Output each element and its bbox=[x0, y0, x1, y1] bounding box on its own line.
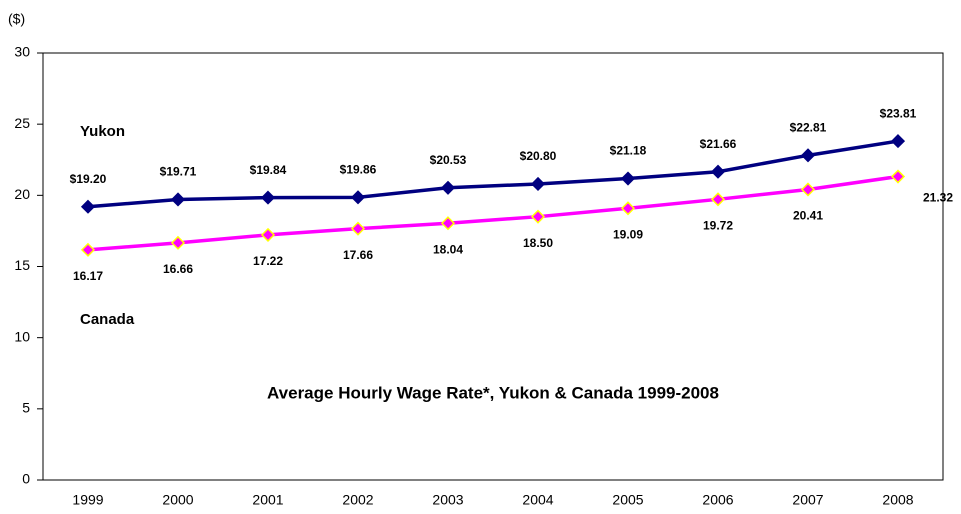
x-tick-label: 2001 bbox=[252, 492, 283, 508]
series-label: Yukon bbox=[80, 123, 125, 140]
data-label: 16.17 bbox=[73, 269, 103, 283]
point-marker bbox=[440, 216, 456, 231]
x-tick-label: 1999 bbox=[72, 492, 103, 508]
chart-title: Average Hourly Wage Rate*, Yukon & Canad… bbox=[267, 383, 719, 402]
point-marker bbox=[170, 192, 186, 207]
x-tick-label: 2006 bbox=[702, 492, 733, 508]
data-label: 18.50 bbox=[523, 236, 553, 250]
y-tick-label: 10 bbox=[14, 328, 30, 344]
data-label: 17.22 bbox=[253, 254, 283, 268]
y-tick-label: 20 bbox=[14, 186, 30, 202]
point-marker bbox=[800, 182, 816, 197]
point-marker bbox=[170, 235, 186, 250]
data-label: $23.81 bbox=[880, 106, 917, 120]
data-label: $19.71 bbox=[160, 165, 197, 179]
series-line bbox=[87, 174, 899, 252]
x-tick-label: 2003 bbox=[432, 492, 463, 508]
data-label: $21.18 bbox=[610, 144, 647, 158]
x-tick-label: 2000 bbox=[162, 492, 193, 508]
data-label: $20.80 bbox=[520, 149, 557, 163]
data-label: 19.09 bbox=[613, 227, 643, 241]
data-label: 16.66 bbox=[163, 262, 193, 276]
point-marker bbox=[890, 134, 906, 149]
point-marker bbox=[620, 171, 636, 186]
point-marker bbox=[620, 201, 636, 216]
data-label: $19.84 bbox=[250, 163, 287, 177]
point-marker bbox=[440, 180, 456, 195]
data-label: $22.81 bbox=[790, 121, 827, 135]
x-tick-label: 2005 bbox=[612, 492, 643, 508]
point-marker bbox=[800, 148, 816, 163]
data-label: $20.53 bbox=[430, 153, 467, 167]
point-marker bbox=[350, 221, 366, 236]
data-label: 17.66 bbox=[343, 248, 373, 262]
data-label: 19.72 bbox=[703, 218, 733, 232]
point-marker bbox=[260, 227, 276, 242]
point-marker bbox=[260, 190, 276, 205]
point-marker bbox=[80, 199, 96, 214]
point-marker bbox=[710, 192, 726, 207]
point-marker bbox=[710, 164, 726, 179]
data-label: 20.41 bbox=[793, 209, 823, 223]
data-label: $19.86 bbox=[340, 162, 377, 176]
point-marker bbox=[530, 209, 546, 224]
point-marker bbox=[80, 242, 96, 257]
data-label: 21.32 bbox=[923, 191, 953, 205]
data-label: $21.66 bbox=[700, 137, 737, 151]
data-label: $19.20 bbox=[70, 172, 107, 186]
x-tick-label: 2007 bbox=[792, 492, 823, 508]
x-tick-label: 2004 bbox=[522, 492, 553, 508]
series-label: Canada bbox=[80, 311, 135, 328]
point-marker bbox=[350, 190, 366, 205]
y-tick-label: 25 bbox=[14, 115, 30, 131]
point-marker bbox=[530, 176, 546, 192]
x-tick-label: 2008 bbox=[882, 492, 913, 508]
y-axis-label: ($) bbox=[8, 11, 25, 27]
y-tick-label: 15 bbox=[14, 257, 30, 273]
y-tick-label: 0 bbox=[22, 471, 30, 487]
data-label: 18.04 bbox=[433, 242, 463, 256]
y-tick-label: 30 bbox=[14, 44, 30, 60]
x-tick-label: 2002 bbox=[342, 492, 373, 508]
y-tick-label: 5 bbox=[22, 400, 30, 416]
point-marker bbox=[890, 169, 906, 184]
series-line bbox=[87, 139, 899, 209]
